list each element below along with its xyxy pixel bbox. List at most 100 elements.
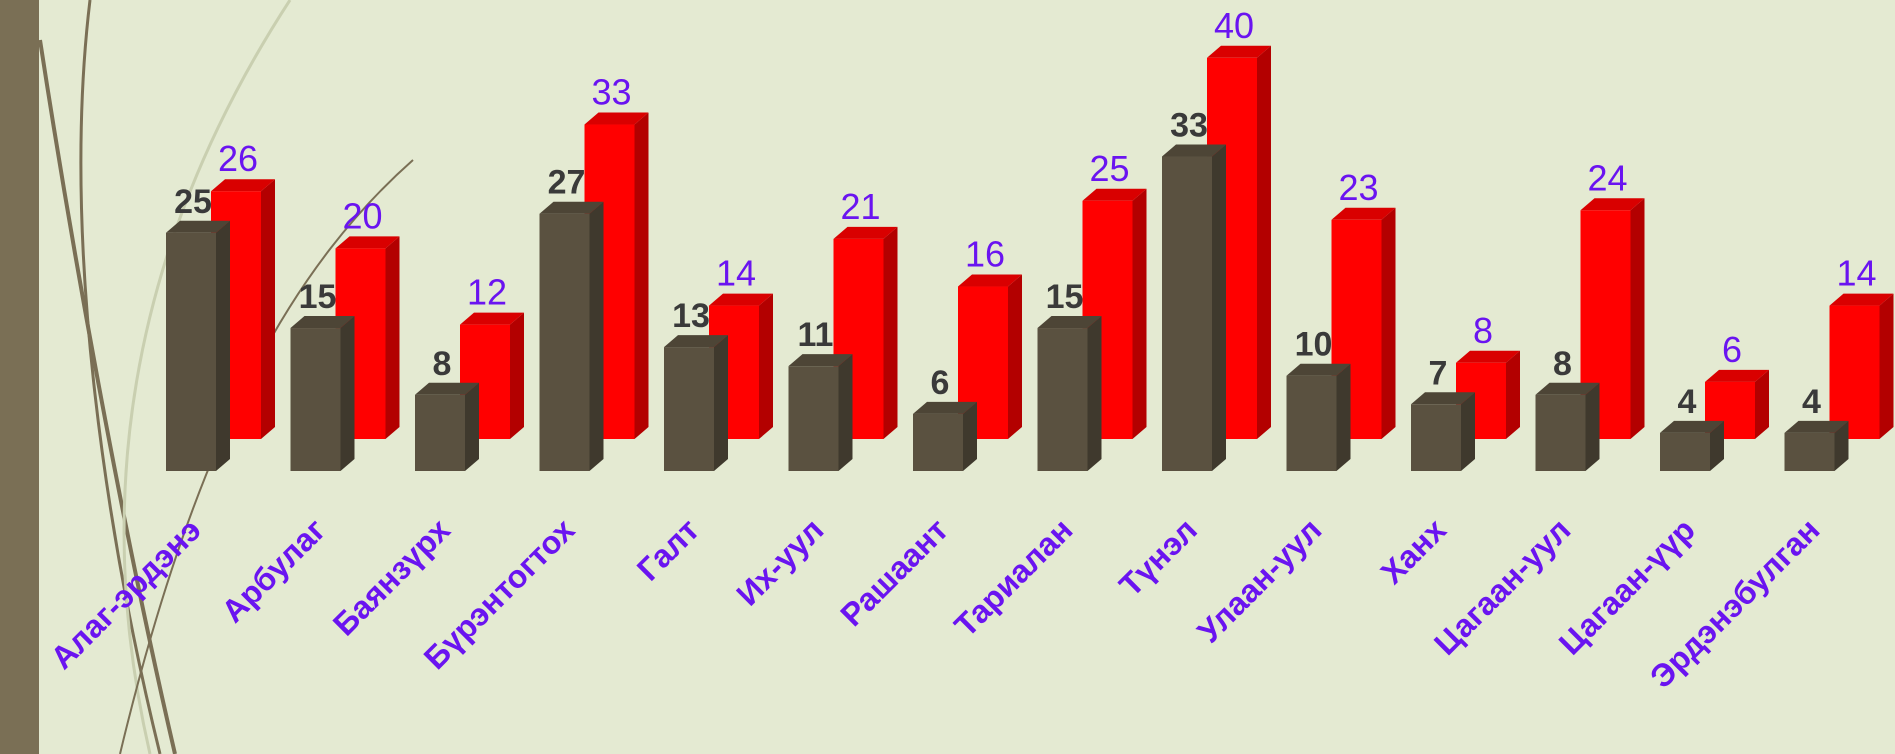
bar-side xyxy=(838,354,853,471)
bar-side xyxy=(963,401,977,471)
bar-top xyxy=(335,236,400,249)
bar xyxy=(1660,432,1710,471)
value-label: 6 xyxy=(931,364,950,402)
value-label: 33 xyxy=(1170,107,1208,145)
bar-top xyxy=(958,274,1022,287)
bar-top xyxy=(539,201,604,214)
bar xyxy=(166,232,216,471)
value-label: 8 xyxy=(1473,310,1493,351)
bar-top xyxy=(415,382,479,395)
bar-top xyxy=(1286,363,1351,376)
bar-top xyxy=(166,220,230,233)
bar-side xyxy=(1879,293,1894,439)
bar-top xyxy=(788,354,853,367)
value-label: 12 xyxy=(467,272,507,313)
value-label: 23 xyxy=(1338,167,1378,208)
bar xyxy=(1286,375,1337,471)
bar xyxy=(664,347,714,471)
bar xyxy=(1535,394,1586,471)
bar-side xyxy=(1336,363,1351,471)
bar-top xyxy=(913,401,977,414)
bar xyxy=(539,213,590,471)
bar-side xyxy=(759,293,773,439)
value-label: 27 xyxy=(548,164,586,202)
bar-top xyxy=(1535,382,1600,395)
bar-side xyxy=(714,335,728,471)
bar-side xyxy=(1212,144,1226,471)
bar-top xyxy=(1082,188,1147,201)
bar-top xyxy=(709,293,773,306)
bar-top xyxy=(833,226,898,239)
value-label: 7 xyxy=(1429,354,1448,392)
bar-side xyxy=(1834,420,1849,471)
value-label: 14 xyxy=(716,253,756,294)
value-label: 33 xyxy=(591,72,631,113)
bar-top xyxy=(1784,420,1849,433)
bar-side xyxy=(883,226,898,439)
bar-top xyxy=(211,179,275,192)
value-label: 11 xyxy=(798,316,834,354)
bar-top xyxy=(1331,207,1396,220)
value-label: 4 xyxy=(1678,383,1697,421)
bar-side xyxy=(1461,392,1475,471)
bar-top xyxy=(290,316,355,329)
value-label: 15 xyxy=(299,278,337,316)
bar-top xyxy=(584,112,649,125)
value-label: 25 xyxy=(1089,148,1129,189)
bar-side xyxy=(340,316,355,471)
value-label: 20 xyxy=(342,195,382,236)
bar xyxy=(1784,432,1835,471)
bar xyxy=(1162,156,1212,471)
bar-top xyxy=(1660,420,1724,433)
value-label: 14 xyxy=(1836,253,1876,294)
bar-top xyxy=(1580,198,1645,211)
value-label: 26 xyxy=(218,138,258,179)
bar-side xyxy=(465,382,479,471)
value-label: 25 xyxy=(174,183,212,221)
bar xyxy=(415,394,465,471)
value-label: 24 xyxy=(1587,157,1627,198)
value-label: 8 xyxy=(433,345,452,383)
bar-side xyxy=(510,312,524,439)
value-label: 16 xyxy=(965,234,1005,275)
value-label: 4 xyxy=(1802,383,1821,421)
bar xyxy=(1411,404,1461,471)
bar-side xyxy=(385,236,400,439)
bar-side xyxy=(1087,316,1102,471)
bar-side xyxy=(1710,420,1724,471)
bar-side xyxy=(1381,207,1396,439)
value-label: 10 xyxy=(1295,326,1333,364)
value-label: 8 xyxy=(1553,345,1572,383)
bar-side xyxy=(634,112,649,439)
bar xyxy=(1037,328,1088,471)
bar-side xyxy=(589,201,604,471)
bar-top xyxy=(1705,369,1769,382)
bar-top xyxy=(460,312,524,325)
value-label: 40 xyxy=(1214,5,1254,46)
bar-side xyxy=(1630,198,1645,439)
bar-top xyxy=(1162,144,1226,157)
bar-side xyxy=(1755,369,1769,439)
bar xyxy=(913,413,963,471)
bar-side xyxy=(1008,274,1022,439)
bar-top xyxy=(1456,350,1520,363)
bar-side xyxy=(216,220,230,471)
bar xyxy=(290,328,341,471)
bar-top xyxy=(1037,316,1102,329)
bar-top xyxy=(1207,45,1271,58)
bar-side xyxy=(1506,350,1520,439)
value-label: 13 xyxy=(672,297,710,335)
bar-top xyxy=(1829,293,1894,306)
bar xyxy=(788,366,839,471)
value-label: 21 xyxy=(840,186,880,227)
left-strip xyxy=(0,0,39,754)
bar-side xyxy=(1585,382,1600,471)
value-label: 6 xyxy=(1722,329,1742,370)
bar-side xyxy=(1257,45,1271,440)
bar-side xyxy=(1132,188,1147,439)
bar xyxy=(1829,305,1880,439)
value-label: 15 xyxy=(1046,278,1084,316)
bar-top xyxy=(1411,392,1475,405)
bar-top xyxy=(664,335,728,348)
